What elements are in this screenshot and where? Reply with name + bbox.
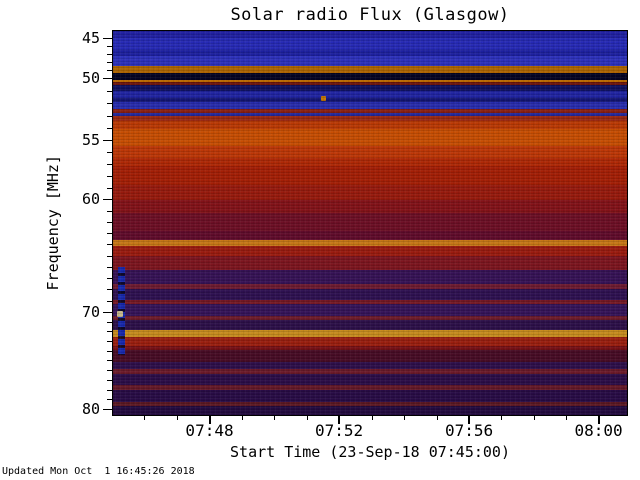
- x-axis-label: Start Time (23-Sep-18 07:45:00): [230, 443, 510, 461]
- axis-tick: [107, 399, 112, 401]
- axis-tick: [103, 38, 112, 40]
- x-minor-tick: [241, 416, 243, 420]
- axis-tick: [107, 289, 112, 291]
- x-minor-tick: [144, 416, 146, 420]
- axis-tick: [107, 90, 112, 92]
- axis-tick: [107, 379, 112, 381]
- y-tick-label: 50: [81, 69, 100, 88]
- axis-tick: [107, 370, 112, 372]
- axis-tick: [103, 140, 112, 142]
- x-minor-tick: [371, 416, 373, 420]
- axis-tick: [103, 199, 112, 201]
- axis-tick: [107, 103, 112, 105]
- x-minor-tick: [436, 416, 438, 420]
- y-tick-label: 60: [81, 190, 100, 209]
- x-minor-tick: [501, 416, 503, 420]
- axis-tick: [107, 164, 112, 166]
- axis-tick: [103, 78, 112, 80]
- x-tick-label: 07:48: [185, 421, 234, 440]
- x-tick-label: 08:00: [574, 421, 623, 440]
- axis-tick: [107, 340, 112, 342]
- y-tick-label: 55: [81, 131, 100, 150]
- plot-area: [112, 30, 628, 416]
- x-tick-label: 07:52: [314, 421, 364, 440]
- axis-tick: [107, 233, 112, 235]
- axis-tick: [107, 152, 112, 154]
- axis-tick: [103, 409, 112, 411]
- x-minor-tick: [306, 416, 308, 420]
- x-major-tick: [338, 416, 341, 424]
- axis-tick: [107, 331, 112, 333]
- axis-tick: [103, 311, 112, 313]
- axis-tick: [107, 266, 112, 268]
- axis-tick: [107, 187, 112, 189]
- axis-tick: [107, 321, 112, 323]
- y-tick-label: 45: [81, 29, 100, 48]
- axis-tick: [107, 350, 112, 352]
- y-axis-ticks: [103, 30, 112, 416]
- axis-tick: [107, 54, 112, 56]
- axis-tick: [107, 115, 112, 117]
- bright-point-on-streak: [117, 310, 123, 318]
- x-minor-tick: [176, 416, 178, 420]
- axis-tick: [107, 221, 112, 223]
- x-minor-tick: [404, 416, 406, 420]
- axis-tick: [107, 278, 112, 280]
- spectrogram-features-layer: [113, 31, 627, 415]
- axis-tick: [107, 244, 112, 246]
- axis-tick: [107, 255, 112, 257]
- axis-tick: [107, 210, 112, 212]
- axis-tick: [107, 175, 112, 177]
- x-tick-label: 07:56: [444, 421, 494, 440]
- x-axis-ticks: [112, 416, 628, 425]
- axis-tick: [107, 127, 112, 129]
- x-minor-tick: [566, 416, 568, 420]
- update-timestamp: Updated Mon Oct 1 16:45:26 2018: [2, 466, 195, 477]
- axis-tick: [107, 389, 112, 391]
- axis-tick: [107, 46, 112, 48]
- orange-flux-point: [321, 96, 327, 102]
- axis-tick: [107, 62, 112, 64]
- y-tick-label: 80: [81, 400, 100, 419]
- axis-tick: [107, 70, 112, 72]
- y-axis-tick-labels: 45 50 55 60 70 80: [58, 29, 102, 419]
- axis-tick: [107, 360, 112, 362]
- chart-title: Solar radio Flux (Glasgow): [230, 5, 510, 25]
- x-major-tick: [597, 416, 600, 424]
- x-minor-tick: [274, 416, 276, 420]
- axis-tick: [107, 300, 112, 302]
- x-axis-tick-labels: 07:48 07:52 07:56 08:00: [112, 421, 628, 441]
- x-major-tick: [468, 416, 471, 424]
- x-minor-tick: [533, 416, 535, 420]
- x-major-tick: [208, 416, 211, 424]
- y-tick-label: 70: [81, 302, 100, 321]
